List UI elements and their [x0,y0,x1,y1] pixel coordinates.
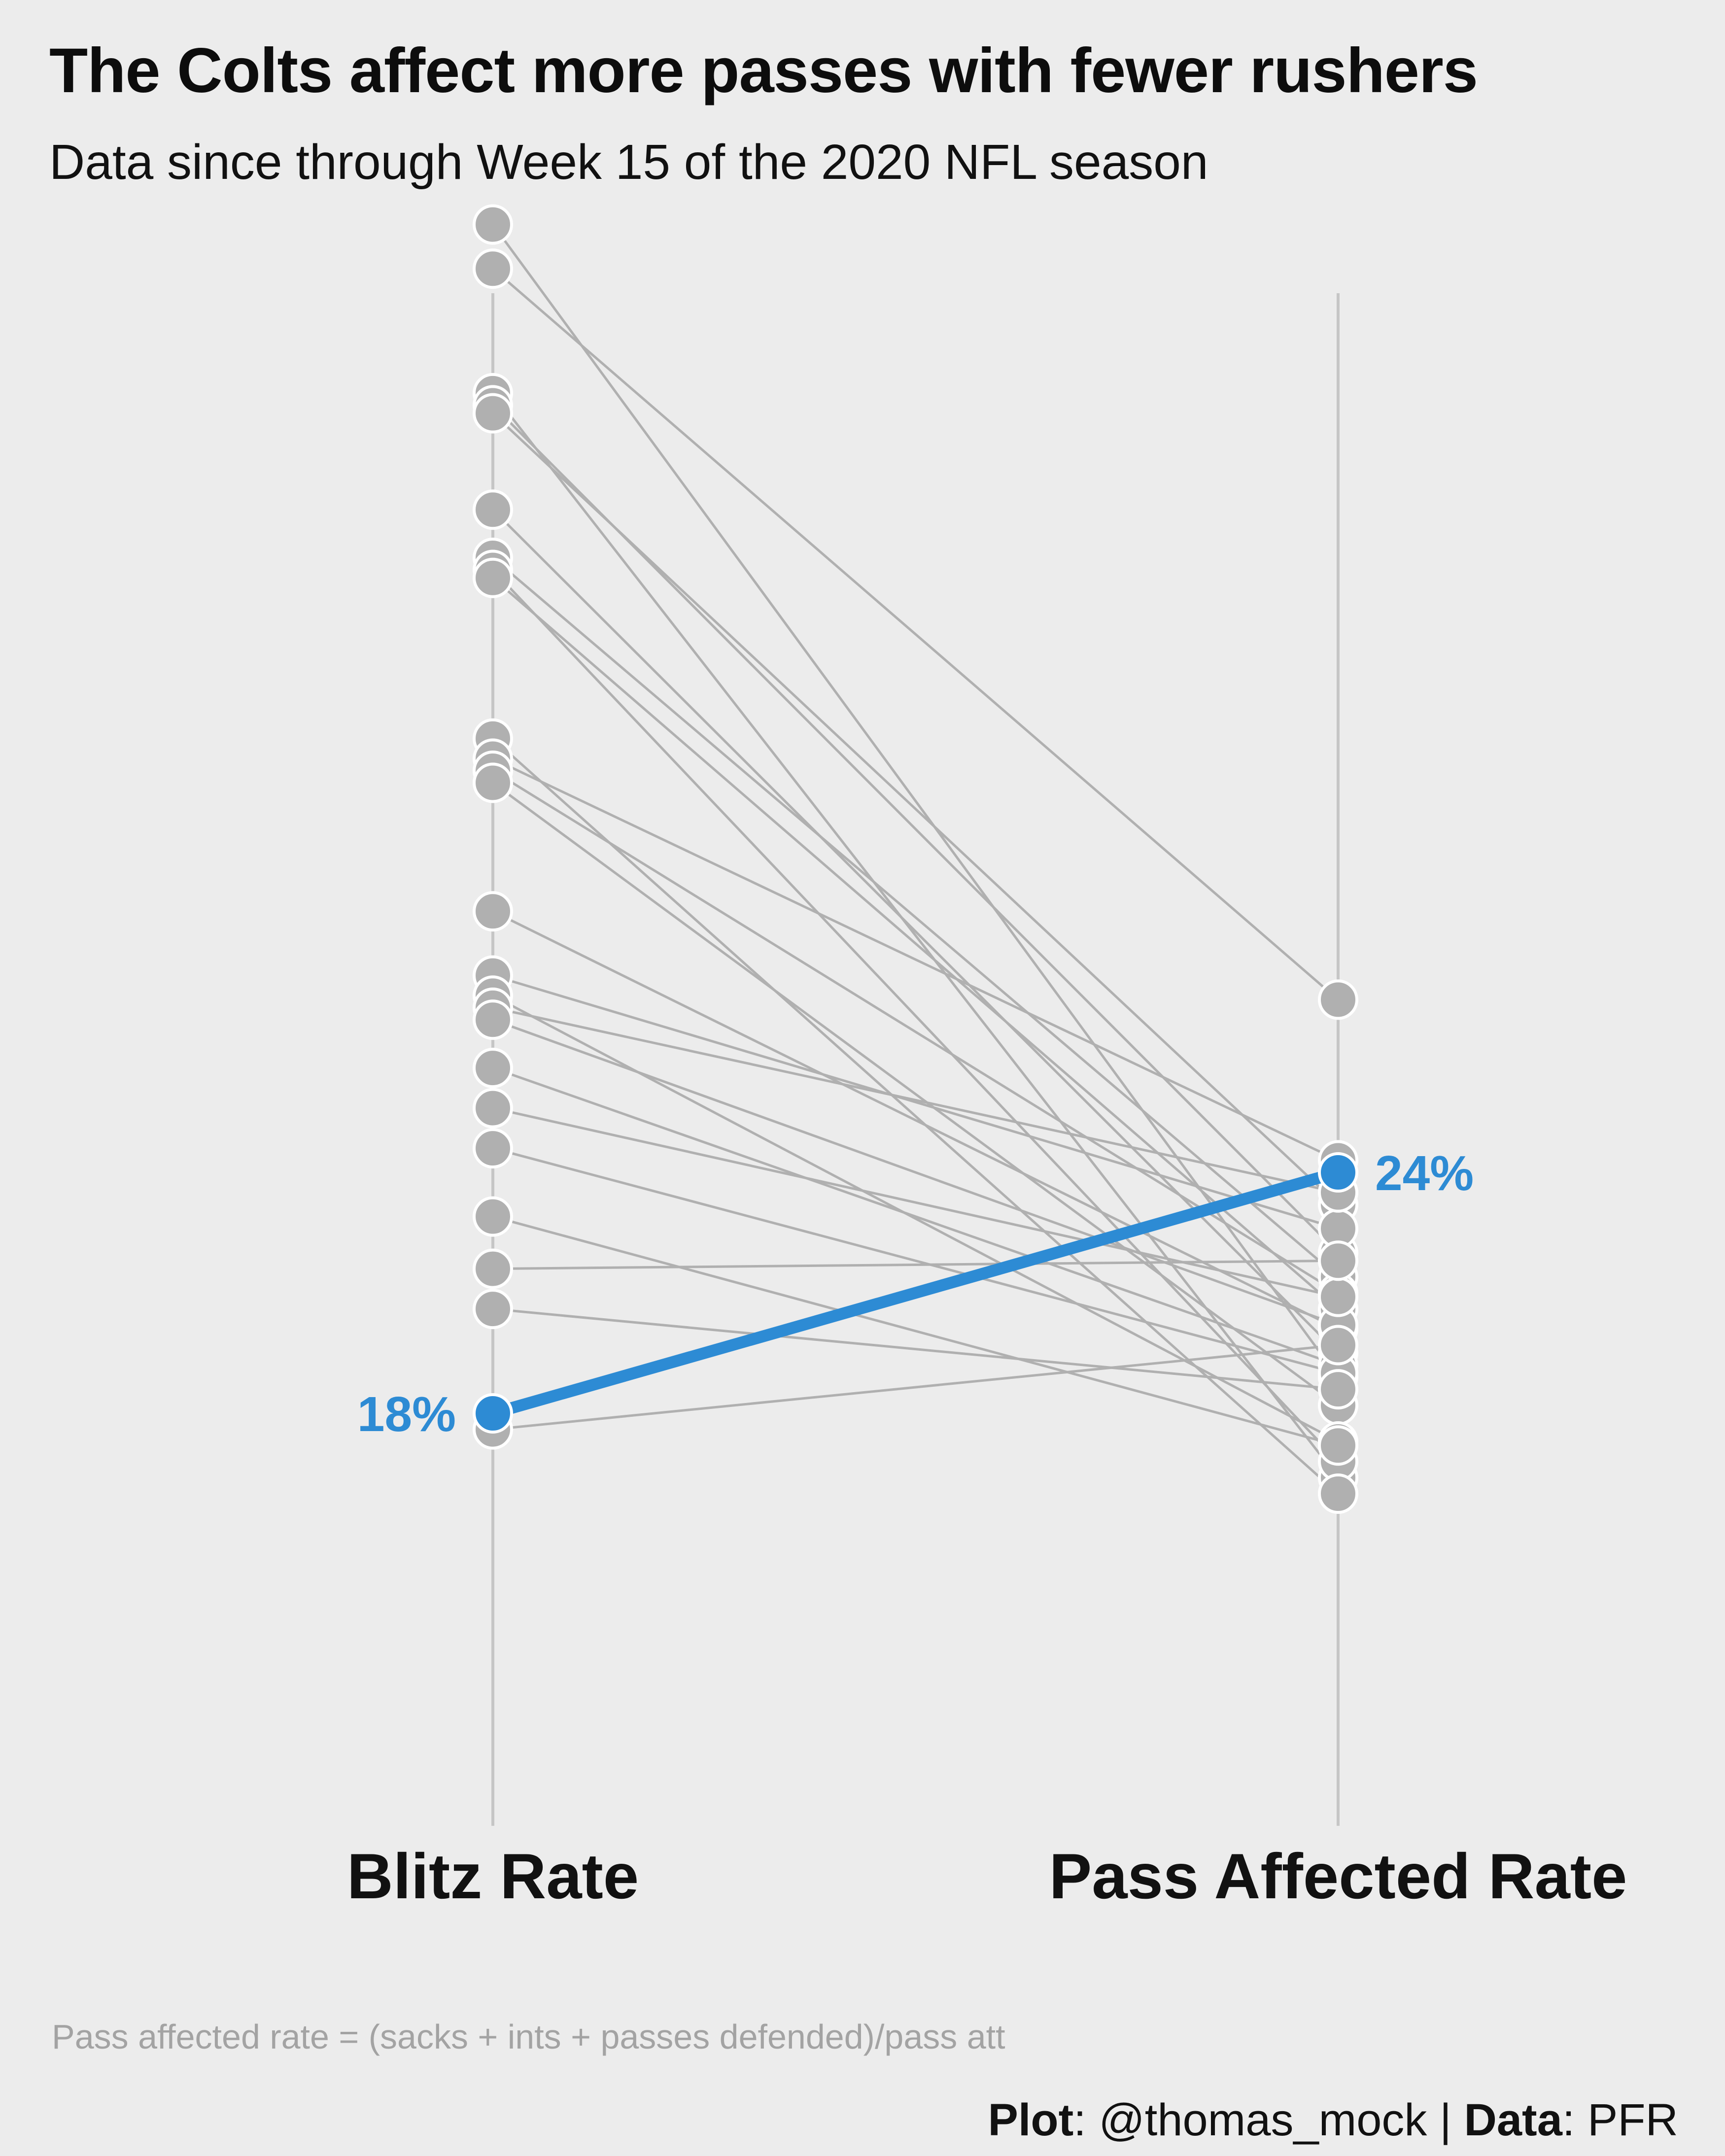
colts-pass-affected-rate-dot [1318,1152,1358,1193]
team-blitz-rate-dot [473,557,513,598]
team-pass-affected-rate-dot [1318,1325,1358,1366]
team-lines [491,224,1340,1495]
colts-blitz-rate-dot [473,1393,513,1434]
credit-plot-value: : @thomas_mock | [1073,2095,1464,2145]
team-line [492,974,1339,1230]
chart-caption: Pass affected rate = (sacks + ints + pas… [52,2018,1005,2056]
team-line [492,1215,1339,1447]
team-blitz-rate-dot [473,1248,513,1289]
chart-axes [491,293,1340,1826]
slope-chart: Blitz Rate Pass Affected Rate 18% 24% [347,204,1627,1912]
team-line [492,782,1339,1406]
chart-credit: Plot: @thomas_mock | Data: PFR [988,2094,1678,2146]
team-pass-affected-rate-dot [1318,1425,1358,1466]
team-line [492,769,1339,1294]
team-line [492,910,1339,1331]
team-line [492,577,1339,1310]
team-line [492,392,1339,1478]
team-line [492,412,1339,1206]
team-blitz-rate-dot [473,204,513,245]
colts-blitz-rate-label: 18% [357,1387,456,1442]
chart-subtitle: Data since through Week 15 of the 2020 N… [49,135,1208,190]
team-line [492,1018,1339,1327]
credit-data-value: : PFR [1562,2095,1678,2145]
team-line [492,757,1339,1162]
team-pass-affected-rate-dot [1318,1276,1358,1317]
team-line [492,1006,1339,1194]
team-pass-affected-rate-dot [1318,1369,1358,1410]
team-line [492,1343,1339,1431]
team-blitz-rate-dot [473,762,513,803]
team-line [492,1307,1339,1391]
team-dots [473,204,1358,1514]
x-label-blitz-rate: Blitz Rate [347,1840,639,1912]
colts-pass-affected-rate-label: 24% [1375,1146,1474,1201]
credit-data-key: Data [1464,2095,1562,2145]
team-blitz-rate-dot [473,1289,513,1330]
team-blitz-rate-dot [473,489,513,530]
team-blitz-rate-dot [473,248,513,289]
team-blitz-rate-dot [473,999,513,1040]
team-pass-affected-rate-dot [1318,1473,1358,1514]
team-line [492,509,1339,1354]
team-line [492,569,1339,1463]
team-line [492,1147,1339,1374]
colts-line [487,1166,1344,1419]
x-label-pass-affected-rate: Pass Affected Rate [1049,1840,1627,1912]
team-blitz-rate-dot [473,1196,513,1237]
credit-plot-key: Plot [988,2095,1074,2145]
team-line [492,557,1339,1278]
team-blitz-rate-dot [473,1088,513,1129]
team-pass-affected-rate-dot [1318,979,1358,1020]
team-blitz-rate-dot [473,1048,513,1089]
team-blitz-rate-dot [473,891,513,932]
team-line [492,1066,1339,1367]
team-line [492,1259,1339,1270]
team-line [491,224,1340,1378]
team-blitz-rate-dot [473,393,513,434]
team-line [492,1107,1339,1299]
chart-title: The Colts affect more passes with fewer … [49,35,1478,106]
team-pass-affected-rate-dot [1318,1240,1358,1281]
colts-highlight [473,1152,1358,1434]
team-line [492,268,1339,1001]
team-blitz-rate-dot [473,1128,513,1169]
